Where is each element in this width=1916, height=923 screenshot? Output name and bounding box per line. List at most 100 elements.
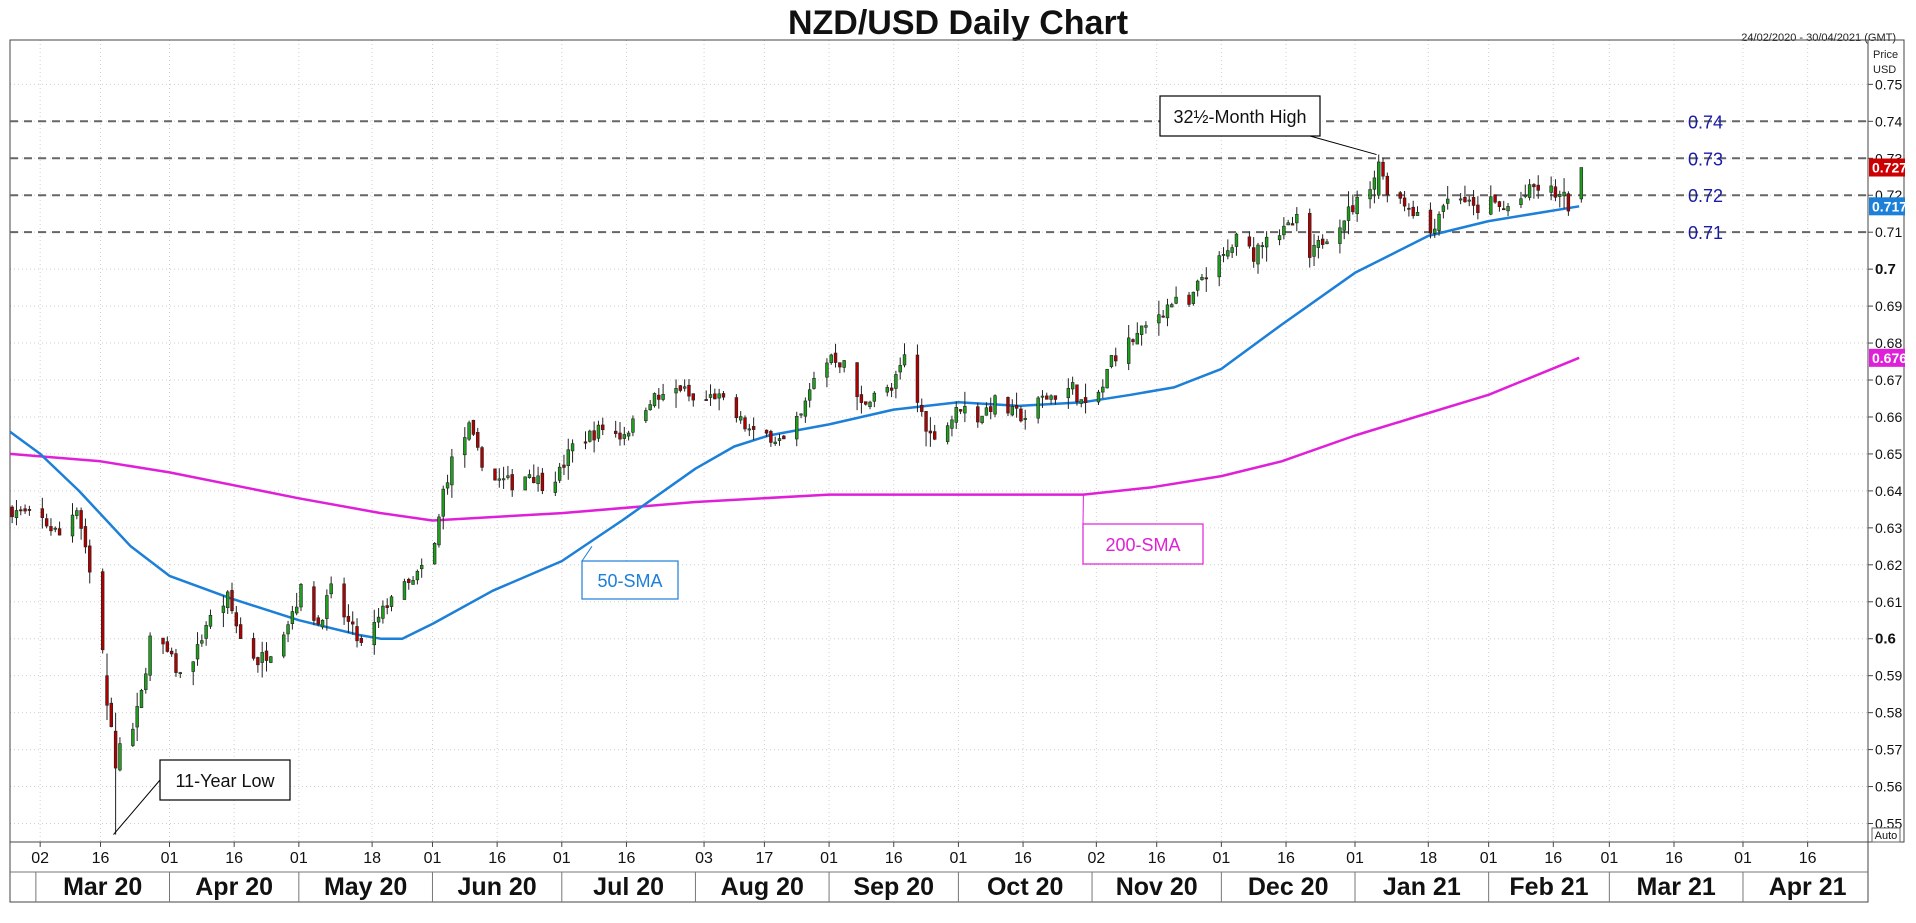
y-tick-label: 0.56: [1875, 779, 1902, 795]
x-tick-label: 18: [363, 850, 381, 867]
candle-body: [562, 464, 566, 468]
candle-body: [1437, 213, 1441, 231]
candle-body: [407, 578, 411, 583]
candle-body: [1445, 198, 1450, 204]
candle-body: [57, 528, 62, 536]
y-tick-label: 0.7: [1875, 261, 1896, 278]
level-label: 0.73: [1688, 149, 1723, 169]
candle-body: [1415, 212, 1420, 216]
y-tick-label: 0.57: [1875, 742, 1902, 758]
candle-body: [1532, 184, 1536, 188]
candle-body: [1497, 201, 1502, 207]
candle-body: [540, 472, 545, 492]
candle-body: [864, 401, 868, 405]
candle-body: [945, 425, 950, 442]
candle-body: [1070, 382, 1075, 390]
candle-body: [1411, 206, 1415, 217]
candle-body: [1506, 206, 1510, 212]
candle-body: [1433, 228, 1437, 234]
candle-body: [592, 430, 596, 441]
candle-body: [83, 526, 88, 548]
candle-body: [825, 362, 829, 378]
candle-body: [44, 518, 49, 527]
candle-body: [178, 672, 182, 675]
x-tick-label: 01: [1600, 850, 1618, 867]
candle-body: [195, 644, 200, 660]
candle-body: [1256, 244, 1260, 265]
y-tick-label: 0.71: [1875, 224, 1902, 240]
candle-body: [799, 413, 803, 416]
candle-body: [88, 545, 92, 573]
candle-body: [1277, 235, 1282, 241]
candle-body: [1066, 388, 1071, 399]
candle-body: [553, 481, 558, 493]
plot-frame: [9, 39, 1869, 843]
annotation-text: 50-SMA: [597, 571, 662, 591]
x-tick-label: 16: [225, 850, 243, 867]
month-label: Feb 21: [1509, 873, 1588, 901]
candle-body: [1290, 223, 1295, 226]
candle-body: [885, 387, 889, 393]
candle-body: [527, 474, 532, 479]
candle-body: [872, 392, 877, 402]
annotation-box: [1159, 95, 1321, 137]
y-tick-label: 0.65: [1875, 446, 1902, 462]
candle-body: [1295, 214, 1299, 224]
auto-scale-label: Auto: [1875, 830, 1898, 842]
candle-body: [131, 728, 135, 746]
candle-body: [105, 675, 109, 706]
annotation-text: 200-SMA: [1105, 535, 1180, 555]
annotation-box: [581, 560, 679, 600]
candle-body: [230, 590, 234, 612]
candle-body: [682, 386, 687, 389]
candle-body: [53, 527, 57, 530]
price-tag-label: 0.717: [1872, 198, 1907, 214]
candle-body: [1467, 199, 1471, 202]
candle-body: [441, 488, 445, 517]
y-tick-label: 0.69: [1875, 298, 1902, 314]
x-tick-label: 03: [695, 850, 713, 867]
candle-body: [389, 596, 394, 607]
candle-body: [1049, 395, 1053, 400]
grid-layer: [10, 40, 1868, 842]
candle-body: [1144, 325, 1148, 328]
candle-body: [1458, 198, 1463, 201]
candle-body: [691, 393, 695, 401]
candle-body: [859, 394, 864, 403]
candle-body: [471, 419, 476, 435]
candle-body: [984, 407, 989, 416]
month-label: Aug 20: [721, 873, 804, 901]
month-label: Jul 20: [593, 873, 664, 901]
candle-body: [1234, 233, 1239, 247]
candle-body: [260, 652, 264, 663]
candle-body: [717, 393, 721, 399]
y-tick-label: 0.63: [1875, 520, 1902, 536]
candle-body: [958, 409, 963, 412]
candle-body: [355, 626, 359, 642]
candle-body: [174, 653, 178, 673]
price-axis-label-line1: Price: [1873, 49, 1899, 61]
candle-body: [795, 416, 799, 440]
candle-body: [743, 417, 747, 430]
candle-body: [920, 404, 924, 412]
candle-body: [419, 565, 424, 570]
candle-body: [738, 416, 743, 421]
y-tick-label: 0.64: [1875, 483, 1902, 499]
x-tick-label: 16: [1014, 850, 1032, 867]
chart-title: NZD/USD Daily Chart: [787, 4, 1129, 42]
x-tick-label: 16: [885, 850, 903, 867]
x-tick-label: 16: [1544, 850, 1562, 867]
level-label: 0.74: [1688, 112, 1723, 132]
candle-body: [100, 571, 105, 651]
x-tick-label: 16: [488, 850, 506, 867]
candle-body: [989, 406, 993, 412]
candle-body: [493, 468, 497, 481]
candle-body: [894, 374, 898, 389]
candle-body: [868, 401, 872, 408]
candle-body: [1463, 196, 1467, 203]
candle-body: [238, 624, 243, 639]
month-label: Jun 20: [458, 873, 537, 901]
candle-body: [1527, 184, 1532, 198]
candle-body: [704, 399, 708, 401]
